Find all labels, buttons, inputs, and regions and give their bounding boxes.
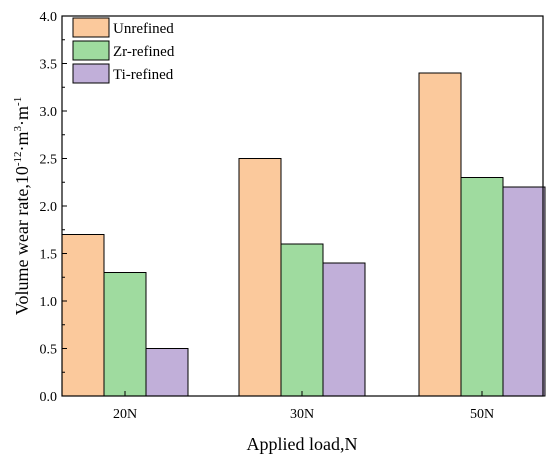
legend-label: Zr-refined [113,44,175,60]
bar-ti-refined-30n [322,262,366,397]
legend-swatch-zr-refined [72,40,110,61]
legend-swatch-ti-refined [72,63,110,84]
x-axis: 20N 30N 50N [113,391,494,422]
bar-unrefined-20n [61,234,105,397]
bar-zr-refined-50n [460,177,504,397]
bar-unrefined-30n [238,158,282,397]
y-tick-label: 0.0 [40,390,58,405]
x-tick-label: 50N [470,407,494,422]
y-tick-label: 1.5 [40,248,58,263]
bar-ti-refined-20n [145,348,189,397]
legend: Unrefined Zr-refined Ti-refined [72,17,175,84]
x-axis-title: Applied load,N [247,434,358,454]
y-tick-label: 0.5 [40,343,58,358]
y-tick-label: 4.0 [40,10,58,25]
bars-group [61,72,546,397]
legend-swatch-unrefined [72,17,110,38]
y-tick-label: 2.0 [40,200,58,215]
y-axis: 0.0 0.5 1.0 1.5 2.0 2.5 3.0 3.5 4.0 [40,10,67,405]
legend-label: Ti-refined [113,67,174,83]
legend-label: Unrefined [113,21,174,37]
y-tick-label: 3.5 [40,58,58,73]
bar-unrefined-50n [418,72,462,397]
bar-zr-refined-20n [103,272,147,397]
x-tick-label: 20N [113,407,137,422]
y-tick-label: 1.0 [40,295,58,310]
x-tick-label: 30N [290,407,314,422]
y-tick-label: 2.5 [40,153,58,168]
y-tick-label: 3.0 [40,105,58,120]
bar-ti-refined-50n [502,186,546,397]
bar-zr-refined-30n [280,243,324,397]
y-axis-title: Volume wear rate,10-12·m3·m-1 [12,97,32,315]
